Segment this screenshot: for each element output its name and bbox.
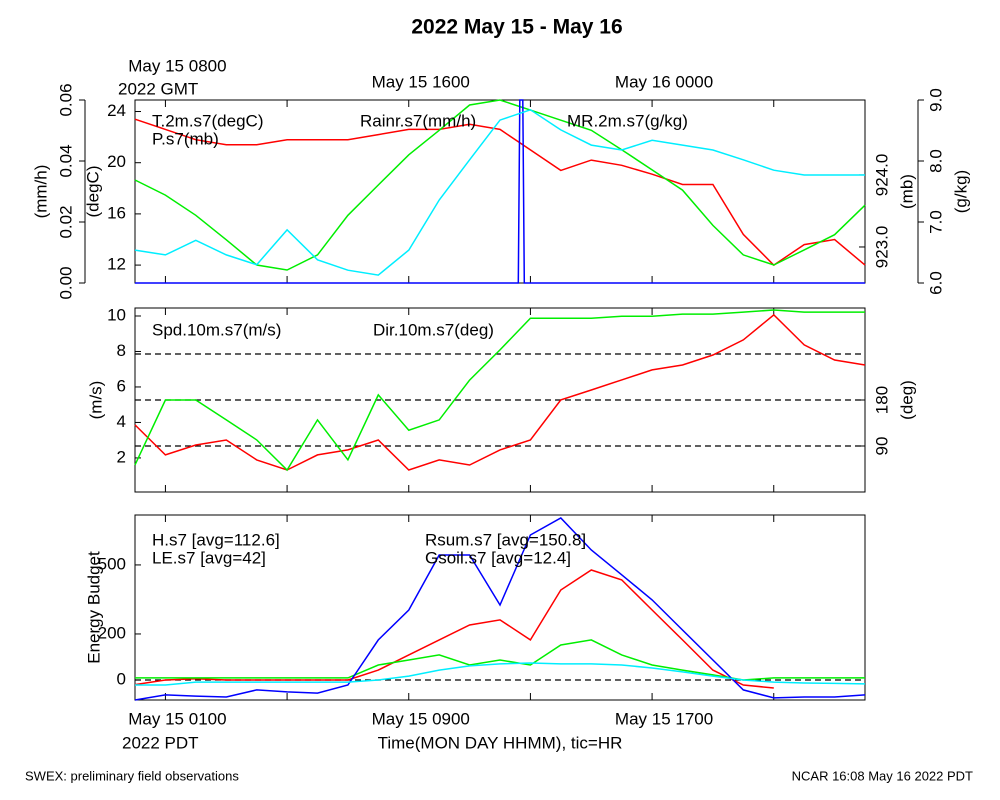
x-tick-label: May 15 0900: [372, 709, 470, 728]
footer-right: NCAR 16:08 May 16 2022 PDT: [792, 768, 973, 783]
y-tick-label: 6.0: [926, 271, 945, 295]
y-tick-label: 12: [107, 255, 126, 274]
legend-label: MR.2m.s7(g/kg): [567, 111, 688, 130]
y-axis-title: Energy Budget: [84, 551, 103, 664]
y-tick-label: 10: [107, 305, 126, 324]
series-line: [135, 570, 865, 688]
y-tick-label: 0.00: [56, 266, 75, 299]
legend-label: LE.s7 [avg=42]: [152, 548, 266, 567]
legend-label: Gsoil.s7 [avg=12.4]: [425, 548, 571, 567]
y-tick-label: 180: [872, 386, 891, 414]
legend-label: H.s7 [avg=112.6]: [152, 530, 280, 549]
top-axis-note: 2022 GMT: [118, 79, 198, 98]
x-axis-title: Time(MON DAY HHMM), tic=HR: [378, 733, 623, 752]
legend-label: P.s7(mb): [152, 129, 219, 148]
y-tick-label: 924.0: [872, 154, 891, 197]
y-tick-label: 2: [117, 447, 126, 466]
y-tick-label: 16: [107, 203, 126, 222]
x-tick-label: May 15 1700: [615, 709, 713, 728]
top-x-tick-label: May 15 0800: [128, 56, 226, 75]
y-axis-title: (g/kg): [951, 170, 970, 213]
y-tick-label: 6: [117, 376, 126, 395]
y-axis-title: (deg): [897, 380, 916, 420]
footer-left: SWEX: preliminary field observations: [25, 768, 239, 783]
y-tick-label: 200: [98, 623, 126, 642]
y-tick-label: 24: [107, 101, 126, 120]
series-line: [134, 313, 866, 471]
y-axis-title: (mb): [897, 174, 916, 209]
y-axis-title: (mm/h): [31, 165, 50, 219]
top-x-tick-label: May 15 1600: [372, 72, 470, 91]
series-line: [135, 99, 865, 284]
series-line: [135, 662, 866, 686]
y-axis-title: (m/s): [86, 381, 105, 420]
legend-label: Spd.10m.s7(m/s): [152, 320, 281, 339]
y-tick-label: 90: [872, 437, 891, 456]
y-tick-label: 8: [117, 341, 126, 360]
top-x-tick-label: May 16 0000: [615, 72, 713, 91]
y-tick-label: 0.06: [56, 83, 75, 116]
y-tick-label: 9.0: [926, 88, 945, 112]
legend-label: Dir.10m.s7(deg): [373, 320, 494, 339]
series-line: [134, 108, 865, 276]
y-tick-label: 0.02: [56, 205, 75, 238]
legend-label: T.2m.s7(degC): [152, 111, 263, 130]
y-tick-label: 0: [117, 669, 126, 688]
chart-title: 2022 May 15 - May 16: [411, 16, 622, 39]
y-tick-label: 500: [98, 554, 126, 573]
legend-label: Rsum.s7 [avg=150.8]: [425, 530, 586, 549]
x-axis-note: 2022 PDT: [122, 733, 199, 752]
y-axis-title: (degC): [83, 166, 102, 218]
y-tick-label: 0.04: [56, 144, 75, 177]
series-line: [134, 517, 866, 701]
y-tick-label: 8.0: [926, 149, 945, 173]
y-tick-label: 923.0: [872, 226, 891, 269]
y-tick-label: 20: [107, 152, 126, 171]
legend-label: Rainr.s7(mm/h): [360, 111, 476, 130]
x-tick-label: May 15 0100: [128, 709, 226, 728]
y-tick-label: 4: [117, 412, 126, 431]
series-line: [134, 118, 866, 267]
plot-frame: [134, 514, 866, 701]
y-tick-label: 7.0: [926, 210, 945, 234]
series-line: [135, 639, 865, 681]
series-line: [134, 309, 865, 472]
